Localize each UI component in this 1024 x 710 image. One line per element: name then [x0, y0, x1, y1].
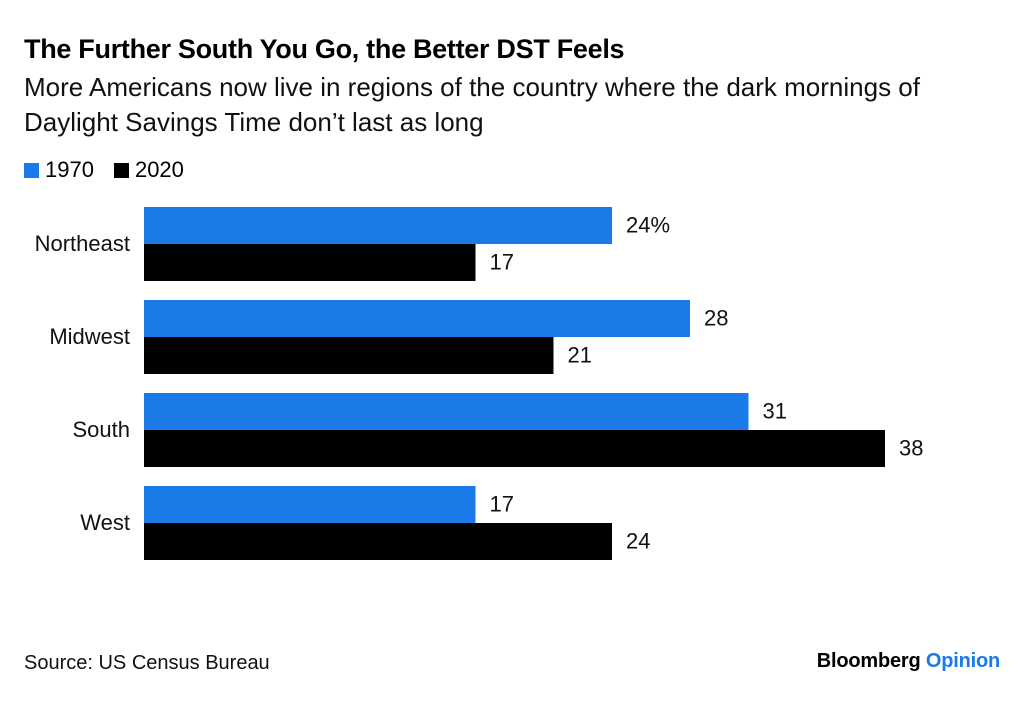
- bar-south-1970: [144, 393, 749, 430]
- data-label-west-1970: 17: [490, 492, 514, 517]
- bar-northeast-2020: [144, 244, 476, 281]
- legend-swatch-1970: [24, 162, 39, 178]
- bar-west-2020: [144, 523, 612, 560]
- legend-item-1970: 1970: [24, 157, 94, 183]
- category-label-south: South: [73, 417, 131, 442]
- source-note: Source: US Census Bureau: [24, 652, 270, 674]
- legend-swatch-2020: [113, 162, 129, 178]
- chart-title: The Further South You Go, the Better DST…: [24, 34, 625, 64]
- bar-west-1970: [144, 486, 476, 523]
- data-label-northeast-2020: 17: [490, 250, 514, 275]
- brand-logo: Bloomberg Opinion: [817, 650, 1000, 673]
- bar-midwest-2020: [144, 337, 554, 374]
- bar-midwest-1970: [144, 300, 690, 337]
- data-label-midwest-1970: 28: [704, 306, 728, 331]
- data-label-northeast-1970: 24%: [626, 213, 670, 238]
- data-label-south-1970: 31: [763, 399, 787, 424]
- brand-sub: Opinion: [925, 650, 1000, 672]
- legend-label-1970: 1970: [45, 157, 94, 182]
- chart-subtitle: More Americans now live in regions of th…: [24, 72, 920, 137]
- data-label-south-2020: 38: [899, 436, 923, 461]
- legend-label-2020: 2020: [134, 157, 184, 182]
- category-label-northeast: Northeast: [35, 231, 130, 256]
- bar-south-2020: [144, 430, 885, 467]
- bar-northeast-1970: [144, 207, 612, 244]
- category-label-midwest: Midwest: [49, 324, 130, 349]
- brand-main: Bloomberg: [816, 650, 921, 672]
- data-label-midwest-2020: 21: [568, 343, 592, 368]
- legend: 1970 2020: [24, 157, 204, 183]
- legend-item-2020: 2020: [113, 157, 184, 183]
- data-label-west-2020: 24: [626, 529, 650, 554]
- category-label-west: West: [80, 510, 130, 535]
